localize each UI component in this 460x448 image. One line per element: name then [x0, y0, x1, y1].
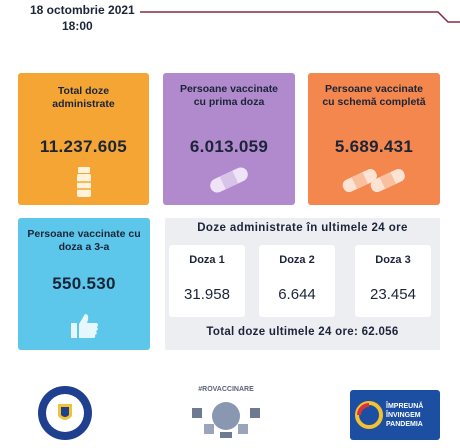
dose-value: 31.958 [184, 286, 230, 303]
campaign-logo: #ROVACCINARE [180, 384, 272, 442]
card-value: 6.013.059 [189, 137, 269, 156]
card-first-dose: Persoane vaccinate cu prima doza 6.013.0… [163, 73, 295, 205]
header-line [140, 11, 460, 23]
card-third-dose: Persoane vaccinate cu doza a 3-a 550.530 [18, 218, 150, 350]
panel-total: Total doze ultimele 24 ore: 62.056 [206, 326, 399, 338]
slogan-icon [355, 401, 383, 429]
campaign-text: #ROVACCINARE [198, 386, 254, 393]
slogan-text: ÎMPREUNĂ ÎNVINGEM PANDEMIA [386, 403, 424, 428]
government-logo [38, 386, 92, 440]
card-value: 550.530 [52, 274, 116, 293]
card-title: Persoane vaccinate cu prima doza [179, 83, 279, 108]
last-24h-panel: Doze administrate în ultimele 24 ore Doz… [165, 218, 440, 350]
panel-title: Doze administrate în ultimele 24 ore [197, 222, 408, 234]
card-title: Total doze administrate [52, 85, 115, 110]
dose-value: 23.454 [370, 286, 416, 303]
slogan-logo: ÎMPREUNĂ ÎNVINGEM PANDEMIA [350, 390, 440, 440]
time: 18:00 [62, 19, 93, 33]
dose-box: Doza 3 23.454 [355, 245, 431, 317]
card-title: Persoane vaccinate cu doza a 3-a [27, 228, 141, 253]
bandage-icon [342, 169, 405, 193]
thumb-icon [71, 314, 98, 338]
dose-label: Doza 1 [189, 254, 225, 266]
dose-value: 6.644 [278, 286, 316, 303]
card-title: Persoane vaccinate cu schemă completă [322, 83, 426, 108]
vial-icon [77, 167, 91, 197]
bandage-icon [210, 167, 248, 193]
dose-box: Doza 2 6.644 [259, 245, 335, 317]
card-complete-scheme: Persoane vaccinate cu schemă completă 5.… [308, 73, 440, 205]
card-value: 5.689.431 [334, 137, 414, 156]
card-total-doses: Total doze administrate 11.237.605 [18, 73, 149, 205]
dose-label: Doza 3 [375, 254, 411, 266]
card-value: 11.237.605 [39, 137, 128, 156]
dose-label: Doza 2 [279, 254, 315, 266]
date: 18 octombrie 2021 [30, 3, 135, 17]
campaign-icons [192, 402, 260, 438]
dose-box: Doza 1 31.958 [169, 245, 245, 317]
